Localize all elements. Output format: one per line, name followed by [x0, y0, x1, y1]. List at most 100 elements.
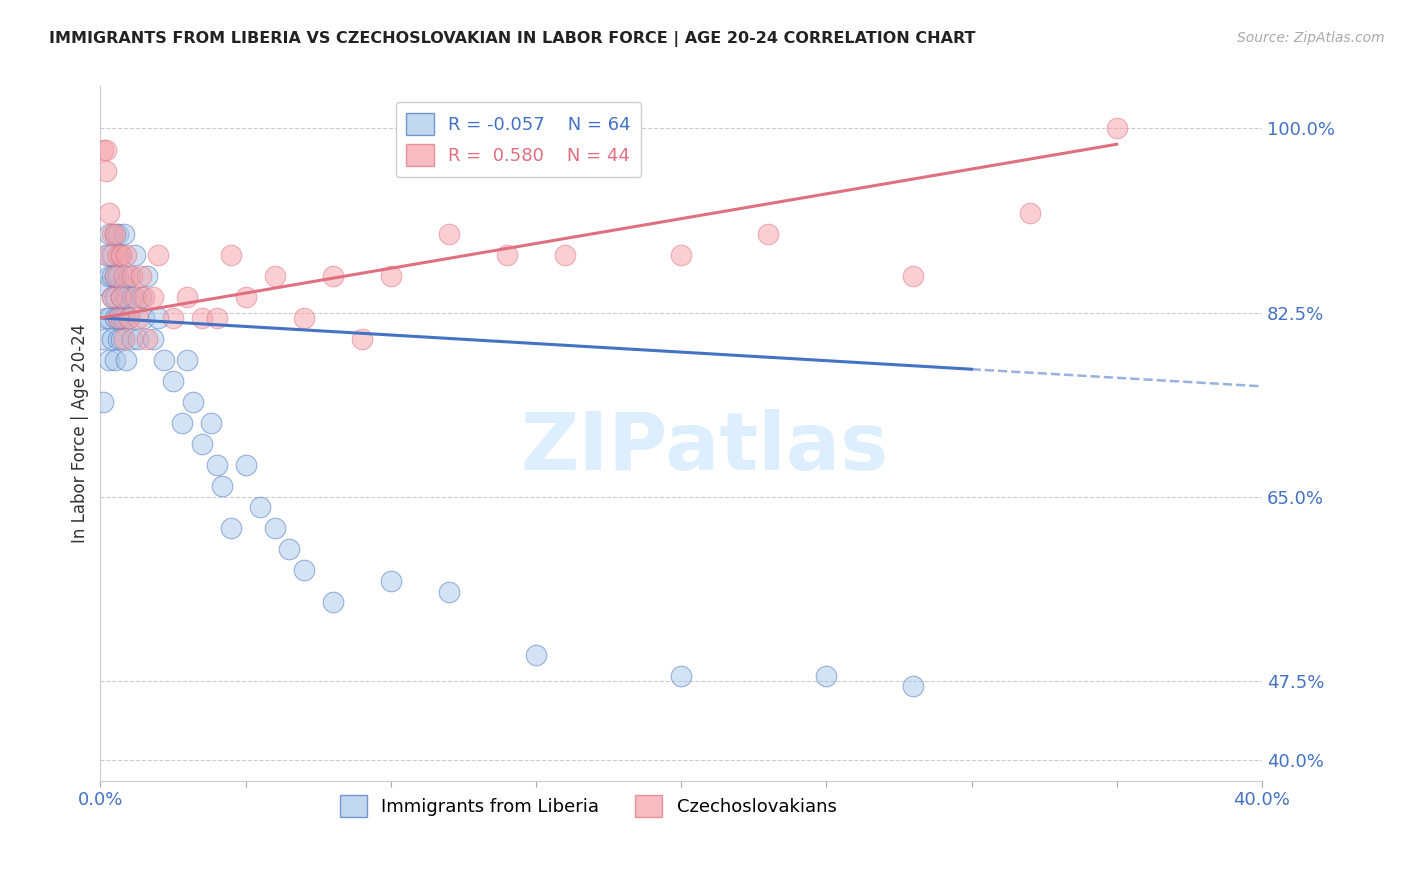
Point — [191, 310, 214, 325]
Point — [1018, 205, 1040, 219]
Text: Source: ZipAtlas.com: Source: ZipAtlas.com — [1237, 31, 1385, 45]
Point — [1105, 121, 1128, 136]
Point — [98, 353, 121, 368]
Point — [162, 310, 184, 325]
Point — [278, 542, 301, 557]
Point — [219, 521, 242, 535]
Point — [112, 279, 135, 293]
Point — [118, 310, 141, 325]
Point — [110, 248, 132, 262]
Point — [815, 669, 838, 683]
Point — [148, 310, 170, 325]
Point — [437, 227, 460, 241]
Point — [107, 310, 129, 325]
Point — [107, 227, 129, 241]
Point — [162, 374, 184, 388]
Point — [903, 679, 925, 693]
Point — [104, 227, 127, 241]
Point — [322, 268, 344, 283]
Point — [104, 290, 127, 304]
Point — [110, 310, 132, 325]
Point — [98, 310, 121, 325]
Point — [132, 310, 155, 325]
Point — [115, 353, 138, 368]
Point — [118, 268, 141, 283]
Point — [129, 290, 152, 304]
Point — [101, 290, 124, 304]
Point — [380, 268, 402, 283]
Point — [235, 458, 257, 473]
Point — [91, 332, 114, 346]
Point — [104, 268, 127, 283]
Point — [176, 290, 198, 304]
Point — [104, 353, 127, 368]
Point — [91, 395, 114, 409]
Point — [101, 248, 124, 262]
Text: ZIPatlas: ZIPatlas — [520, 409, 889, 486]
Point — [91, 143, 114, 157]
Point — [112, 332, 135, 346]
Point — [104, 310, 127, 325]
Point — [98, 248, 121, 262]
Point — [903, 268, 925, 283]
Point — [107, 310, 129, 325]
Point — [380, 574, 402, 588]
Point — [496, 248, 519, 262]
Point — [170, 416, 193, 430]
Point — [104, 268, 127, 283]
Point — [101, 268, 124, 283]
Point — [110, 332, 132, 346]
Point — [101, 227, 124, 241]
Point — [211, 479, 233, 493]
Point — [98, 268, 121, 283]
Point — [292, 310, 315, 325]
Point — [121, 290, 143, 304]
Point — [121, 268, 143, 283]
Point — [124, 248, 146, 262]
Point — [129, 268, 152, 283]
Point — [110, 290, 132, 304]
Point — [124, 290, 146, 304]
Point — [205, 458, 228, 473]
Point — [181, 395, 204, 409]
Point — [96, 143, 118, 157]
Point — [112, 268, 135, 283]
Point — [292, 564, 315, 578]
Point — [322, 595, 344, 609]
Point — [96, 248, 118, 262]
Point — [107, 248, 129, 262]
Point — [200, 416, 222, 430]
Point — [107, 268, 129, 283]
Point — [142, 332, 165, 346]
Point — [127, 310, 149, 325]
Point — [98, 227, 121, 241]
Point — [110, 248, 132, 262]
Point — [98, 205, 121, 219]
Point — [437, 584, 460, 599]
Point — [110, 290, 132, 304]
Text: IMMIGRANTS FROM LIBERIA VS CZECHOSLOVAKIAN IN LABOR FORCE | AGE 20-24 CORRELATIO: IMMIGRANTS FROM LIBERIA VS CZECHOSLOVAKI… — [49, 31, 976, 47]
Point — [107, 332, 129, 346]
Point — [153, 353, 176, 368]
Point — [96, 163, 118, 178]
Point — [176, 353, 198, 368]
Point — [669, 248, 692, 262]
Point — [669, 669, 692, 683]
Point — [524, 648, 547, 662]
Point — [142, 290, 165, 304]
Point — [101, 290, 124, 304]
Point — [132, 290, 155, 304]
Legend: Immigrants from Liberia, Czechoslovakians: Immigrants from Liberia, Czechoslovakian… — [332, 788, 844, 824]
Point — [96, 279, 118, 293]
Point — [135, 268, 157, 283]
Point — [127, 332, 149, 346]
Y-axis label: In Labor Force | Age 20-24: In Labor Force | Age 20-24 — [72, 324, 89, 543]
Point — [112, 227, 135, 241]
Point — [104, 227, 127, 241]
Point — [112, 310, 135, 325]
Point — [148, 248, 170, 262]
Point — [191, 437, 214, 451]
Point — [554, 248, 576, 262]
Point — [219, 248, 242, 262]
Point — [96, 310, 118, 325]
